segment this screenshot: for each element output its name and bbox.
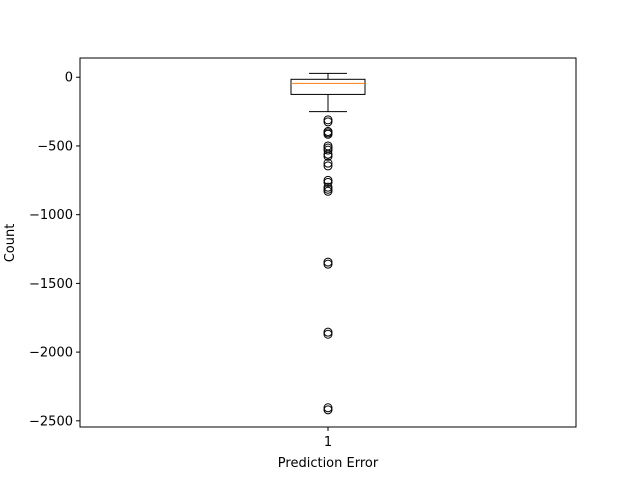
y-tick-label: −1000 [29,208,73,223]
outlier-point [323,329,333,339]
outlier-point [323,161,333,171]
y-tick-label: −2500 [29,414,73,429]
outlier-point [323,151,333,161]
outlier-point [323,186,333,196]
y-tick-label: −2000 [29,346,73,361]
outlier-point [323,117,333,127]
x-tick-label: 1 [324,435,332,450]
y-tick-label: 0 [65,71,73,86]
outlier-point [323,327,333,337]
outlier-point [323,158,333,168]
plot-marks [290,72,366,415]
y-axis: 0 −500 −1000 −1500 −2000 −2500 [29,71,80,429]
outlier-point [323,177,333,187]
outlier-point [323,403,333,413]
outlier-point [323,259,333,269]
x-axis-title: Prediction Error [278,456,379,471]
outlier-point [323,115,333,125]
outlier-point [323,145,333,155]
iqr-box [290,78,366,95]
y-axis-title: Count [3,224,18,263]
outlier-point [323,257,333,267]
outlier-point [323,405,333,415]
x-axis: 1 [324,427,332,450]
outlier-point [323,129,333,139]
y-tick-label: −500 [37,139,73,154]
y-tick-label: −1500 [29,277,73,292]
plot-frame [79,57,577,428]
